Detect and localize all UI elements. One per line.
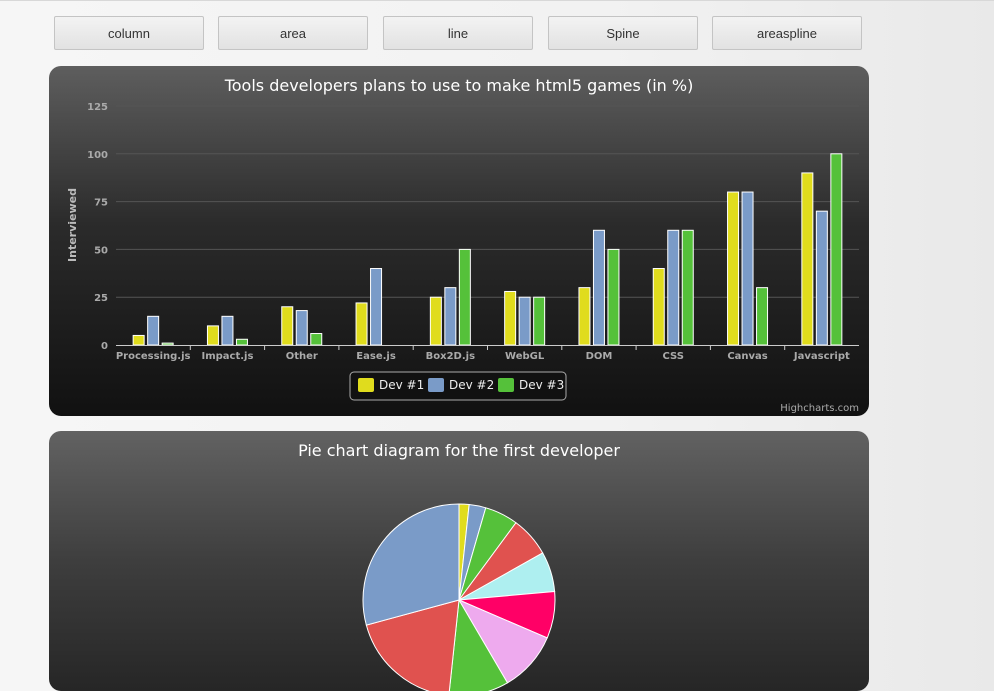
legend-label-dev2: Dev #2 bbox=[449, 378, 494, 392]
x-axis: Processing.js Impact.js Other Ease.js Box2D.… bbox=[116, 345, 859, 362]
bar-javascript-dev1[interactable] bbox=[801, 172, 814, 346]
y-tick-label: 75 bbox=[94, 198, 108, 209]
bar-other-dev1[interactable] bbox=[281, 306, 294, 346]
legend-item-dev2[interactable]: Dev #2 bbox=[428, 378, 494, 392]
bar-css-dev1[interactable] bbox=[652, 268, 665, 346]
bar-impact-js-dev1[interactable] bbox=[206, 325, 219, 346]
y-tick-label: 25 bbox=[94, 293, 108, 304]
legend-item-dev1[interactable]: Dev #1 bbox=[358, 378, 424, 392]
legend-item-dev3[interactable]: Dev #3 bbox=[498, 378, 564, 392]
pie-chart-title: Pie chart diagram for the first develope… bbox=[298, 441, 620, 460]
legend-swatch-dev1 bbox=[358, 378, 374, 392]
bar-css-dev3[interactable] bbox=[681, 229, 694, 346]
y-axis-ticks: 0 25 50 75 100 125 bbox=[87, 102, 108, 352]
column-chart: Tools developers plans to use to make ht… bbox=[66, 76, 859, 414]
y-tick-label: 0 bbox=[101, 341, 108, 352]
bar-webgl-dev1[interactable] bbox=[504, 290, 517, 346]
x-tick-label: DOM bbox=[586, 351, 613, 362]
chart-type-toolbar: column area line Spine areaspline bbox=[0, 0, 994, 60]
areaspline-button[interactable]: areaspline bbox=[712, 16, 862, 50]
bar-ease-js-dev1[interactable] bbox=[355, 302, 368, 346]
y-tick-label: 100 bbox=[87, 150, 108, 161]
y-tick-label: 50 bbox=[94, 245, 108, 256]
x-tick-label: WebGL bbox=[505, 351, 545, 362]
pie-chart-panel: Pie chart diagram for the first develope… bbox=[49, 431, 869, 691]
bar-impact-js-dev2[interactable] bbox=[221, 315, 234, 346]
legend-swatch-dev3 bbox=[498, 378, 514, 392]
bar-webgl-dev3[interactable] bbox=[533, 296, 546, 346]
bar-webgl-dev2[interactable] bbox=[518, 296, 531, 346]
bar-processing-js-dev2[interactable] bbox=[147, 315, 160, 346]
x-tick-label: Ease.js bbox=[356, 351, 396, 362]
bar-impact-js-dev3[interactable] bbox=[235, 338, 248, 346]
bar-dom-dev3[interactable] bbox=[607, 248, 620, 346]
column-button[interactable]: column bbox=[54, 16, 204, 50]
bar-canvas-dev1[interactable] bbox=[727, 191, 740, 346]
bar-css-dev2[interactable] bbox=[667, 229, 680, 346]
pie-slice-10[interactable] bbox=[362, 503, 460, 626]
spine-button[interactable]: Spine bbox=[548, 16, 698, 50]
column-chart-panel: Tools developers plans to use to make ht… bbox=[49, 66, 869, 416]
bar-box2d-js-dev1[interactable] bbox=[429, 296, 442, 346]
x-tick-label: CSS bbox=[663, 351, 684, 362]
bar-box2d-js-dev3[interactable] bbox=[458, 248, 471, 346]
bars bbox=[132, 153, 843, 346]
highcharts-credits-link[interactable]: Highcharts.com bbox=[780, 403, 859, 414]
pie-slices bbox=[362, 503, 556, 691]
y-tick-label: 125 bbox=[87, 102, 108, 113]
legend-label-dev3: Dev #3 bbox=[519, 378, 564, 392]
pie-chart: Pie chart diagram for the first develope… bbox=[298, 441, 620, 691]
chart-title: Tools developers plans to use to make ht… bbox=[224, 76, 694, 95]
bar-processing-js-dev3[interactable] bbox=[161, 342, 174, 346]
x-tick-label: Processing.js bbox=[116, 351, 191, 362]
bar-dom-dev1[interactable] bbox=[578, 287, 591, 346]
legend-swatch-dev2 bbox=[428, 378, 444, 392]
bar-ease-js-dev2[interactable] bbox=[370, 268, 383, 346]
bar-canvas-dev2[interactable] bbox=[741, 191, 754, 346]
bar-box2d-js-dev2[interactable] bbox=[444, 287, 457, 346]
legend: Dev #1 Dev #2 Dev #3 bbox=[349, 371, 567, 401]
bar-other-dev3[interactable] bbox=[310, 333, 323, 346]
x-tick-label: Box2D.js bbox=[426, 351, 475, 362]
y-axis-label: Interviewed bbox=[66, 188, 79, 262]
bar-canvas-dev3[interactable] bbox=[756, 287, 769, 346]
line-button[interactable]: line bbox=[383, 16, 533, 50]
top-border-line bbox=[0, 0, 994, 1]
bar-other-dev2[interactable] bbox=[295, 310, 308, 346]
x-tick-label: Canvas bbox=[727, 351, 767, 362]
bar-processing-js-dev1[interactable] bbox=[132, 334, 145, 346]
x-tick-label: Javascript bbox=[793, 351, 850, 362]
x-tick-label: Other bbox=[286, 351, 318, 362]
x-tick-label: Impact.js bbox=[201, 351, 253, 362]
area-button[interactable]: area bbox=[218, 16, 368, 50]
bar-dom-dev2[interactable] bbox=[592, 229, 605, 346]
legend-label-dev1: Dev #1 bbox=[379, 378, 424, 392]
bar-javascript-dev2[interactable] bbox=[815, 210, 828, 346]
bar-javascript-dev3[interactable] bbox=[830, 153, 843, 346]
